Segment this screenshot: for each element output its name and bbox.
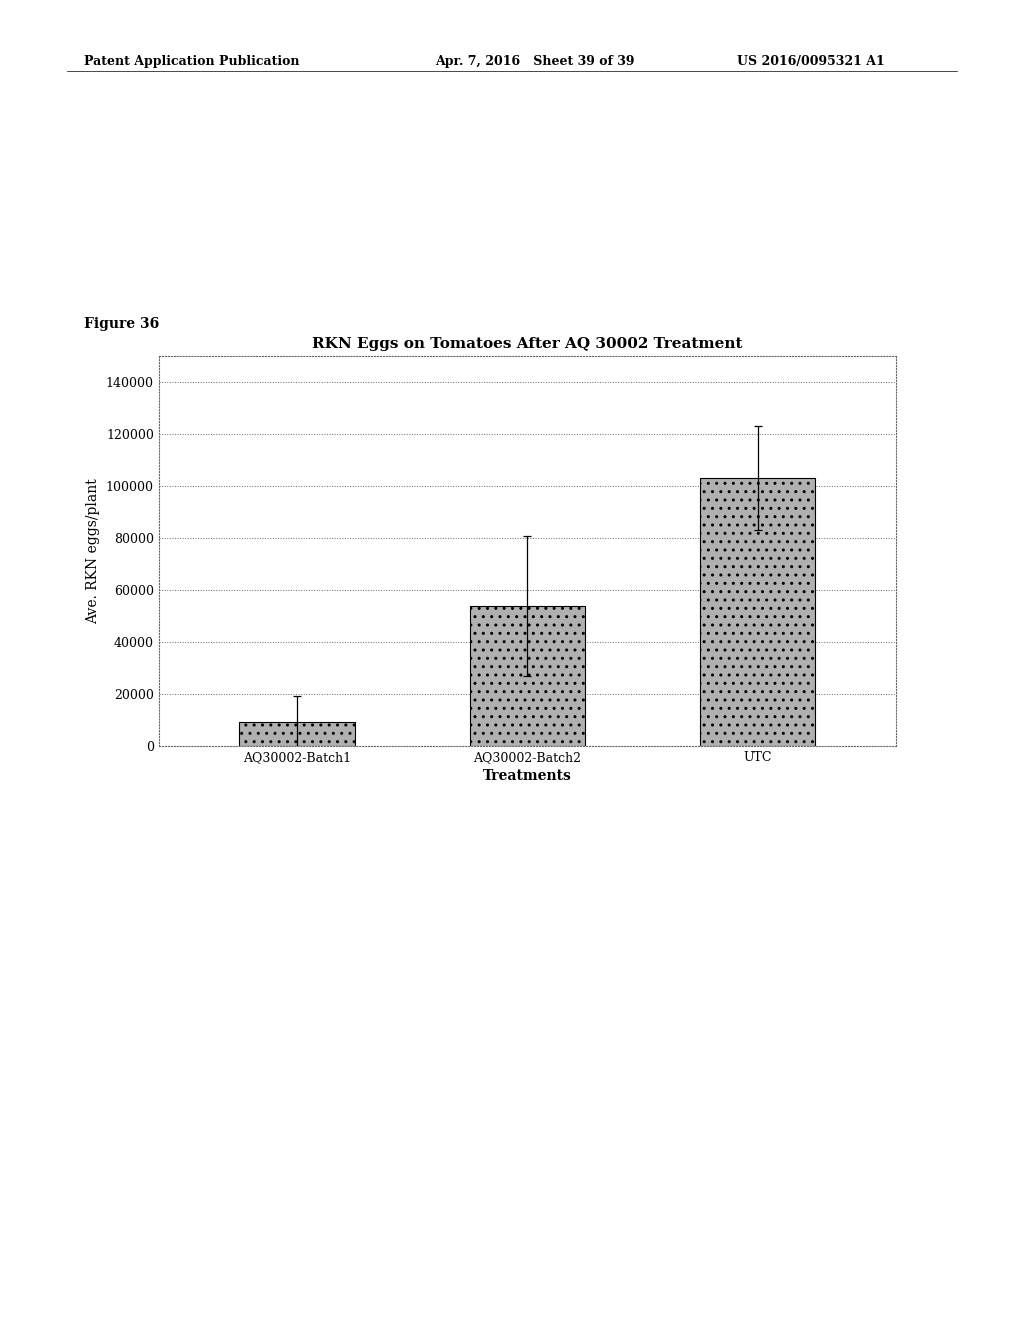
- Text: Patent Application Publication: Patent Application Publication: [84, 55, 299, 69]
- Text: US 2016/0095321 A1: US 2016/0095321 A1: [737, 55, 885, 69]
- Title: RKN Eggs on Tomatoes After AQ 30002 Treatment: RKN Eggs on Tomatoes After AQ 30002 Trea…: [312, 337, 742, 351]
- X-axis label: Treatments: Treatments: [483, 770, 571, 783]
- Text: Apr. 7, 2016   Sheet 39 of 39: Apr. 7, 2016 Sheet 39 of 39: [435, 55, 635, 69]
- Bar: [240, 722, 354, 746]
- Y-axis label: Ave. RKN eggs/plant: Ave. RKN eggs/plant: [86, 478, 100, 624]
- Text: Figure 36: Figure 36: [84, 317, 159, 331]
- Bar: [700, 478, 815, 746]
- Bar: [470, 606, 585, 746]
